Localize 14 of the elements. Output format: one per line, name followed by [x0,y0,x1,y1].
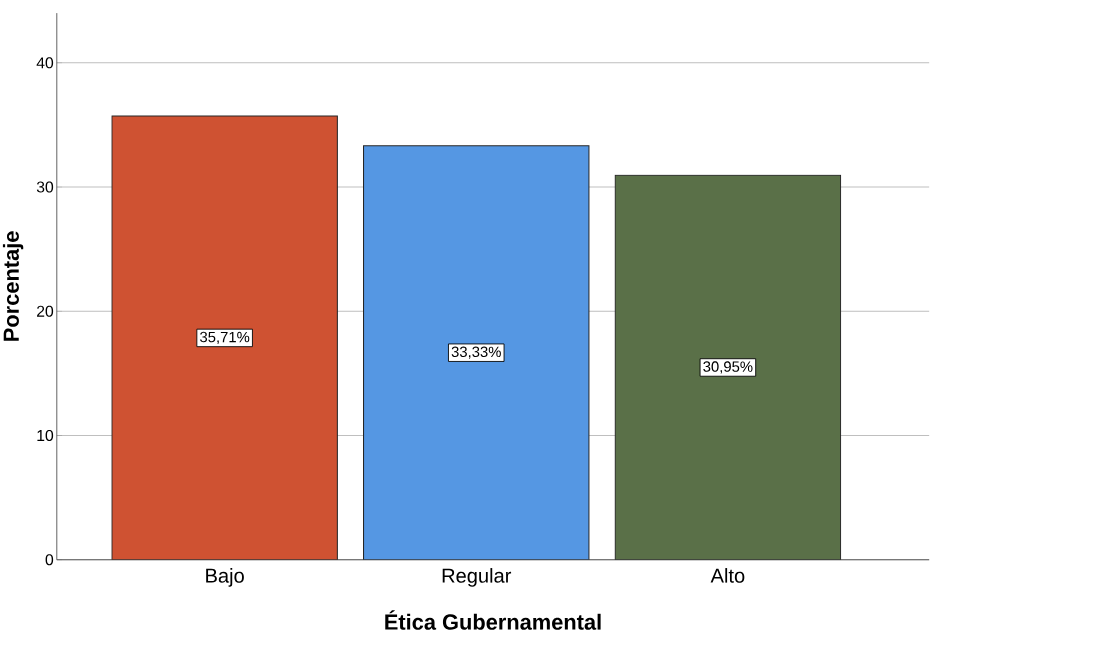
x-tick-label: Bajo [206,568,244,587]
y-tick-label: 30 [36,181,54,193]
x-tick-label: Regular [442,568,512,587]
y-tick-label: 20 [37,305,54,317]
x-axis-title: Ética Gubernamental [385,610,601,630]
data-label: 35,71% [200,331,250,345]
y-tick-label: 0 [45,554,54,566]
y-tick-label: 10 [37,429,54,442]
y-tick-label: 40 [36,57,54,69]
y-axis-title: Porcentaje [2,231,24,341]
data-label: 30,95% [703,361,753,374]
data-label: 33,33% [451,346,501,359]
bar [614,174,842,560]
x-tick-label: Alto [710,568,745,583]
